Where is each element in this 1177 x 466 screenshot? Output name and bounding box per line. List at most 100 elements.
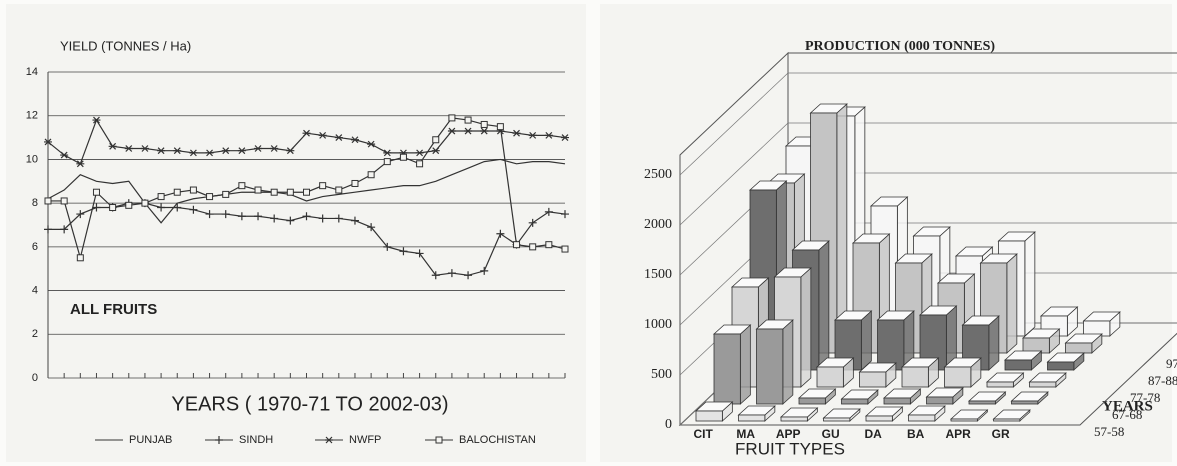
bar-side [800,267,812,388]
point [383,242,392,251]
point [76,160,85,168]
point [76,254,84,262]
point [302,212,311,221]
grid-line [679,72,789,176]
point [60,151,69,159]
bar [780,416,808,422]
point [125,201,133,209]
point [561,210,569,219]
bar [841,398,869,405]
bar [950,418,978,422]
point [325,436,333,444]
point [44,225,52,234]
point [544,207,553,216]
point [238,182,246,190]
point [480,127,489,135]
x-tick-label: CIT [694,427,714,441]
point [480,120,488,128]
point [319,182,327,190]
annotation: ALL FRUITS [70,301,157,318]
y-tick-label: 1500 [644,267,672,282]
bar [968,400,996,405]
point [157,147,166,155]
point [206,193,214,201]
point [367,140,376,148]
x-tick-label: GR [992,427,1010,441]
y-tick-label: 2 [32,328,38,340]
point [60,197,68,205]
bar-side [782,319,794,405]
point [221,210,230,219]
bar [993,418,1021,422]
point [416,160,424,168]
point [173,147,182,155]
point [189,149,198,157]
point [367,171,375,179]
point [76,210,85,219]
x-tick-label: MA [736,427,755,441]
bar [1065,342,1093,354]
point [270,214,279,223]
x-tick-label: DA [865,427,883,441]
point [496,229,505,238]
point [480,266,489,275]
y-tick-label: 12 [26,110,38,122]
point [221,147,230,155]
x-axis-label: YEARS ( 1970-71 TO 2002-03) [171,393,448,415]
point [141,199,149,207]
bar [908,414,936,422]
point [108,142,117,150]
x-tick-label: BA [907,427,925,441]
bar [1029,381,1057,388]
bar [859,371,887,388]
point [92,116,101,124]
bar [1011,400,1039,405]
point [399,247,408,256]
point [350,216,359,225]
bar-side [818,240,830,371]
bar [944,366,972,388]
y-tick-label: 0 [665,417,672,432]
point [335,186,343,194]
y-tick-label: 2500 [644,167,672,182]
bar [695,410,723,422]
bar [1047,361,1075,371]
point [513,241,521,249]
series-line [47,158,566,224]
x-tick-label: APR [946,427,972,441]
point [237,212,246,221]
point [350,136,359,144]
bar [798,397,826,405]
point [334,214,343,223]
point [383,158,391,166]
depth-tick-label: 87-88 [1148,373,1177,388]
point [44,138,52,146]
point [545,241,553,249]
legend-label: SINDH [239,434,273,446]
bar [901,366,929,388]
point [383,149,392,157]
y-tick-label: 10 [26,153,38,165]
y-tick-label: 1000 [644,317,672,332]
bar [738,414,766,422]
point [237,147,246,155]
bar [883,397,911,405]
point [92,188,100,196]
point [286,188,294,196]
bar [1004,359,1032,371]
depth-tick-label: 67-68 [1112,407,1142,422]
bar-side [1024,231,1036,337]
chart-title: PRODUCTION (000 TONNES) [805,39,995,54]
point [544,131,553,139]
y-tick-label: 500 [651,367,672,382]
y-axis-label: YIELD (TONNES / Ha) [60,38,191,53]
bar [713,333,741,405]
x-axis-label: FRUIT TYPES [735,439,845,458]
bar [926,396,954,405]
point [447,127,456,135]
y-tick-label: 4 [32,284,38,296]
point [254,186,262,194]
point [448,114,456,122]
bar [756,328,784,405]
point [561,134,569,141]
